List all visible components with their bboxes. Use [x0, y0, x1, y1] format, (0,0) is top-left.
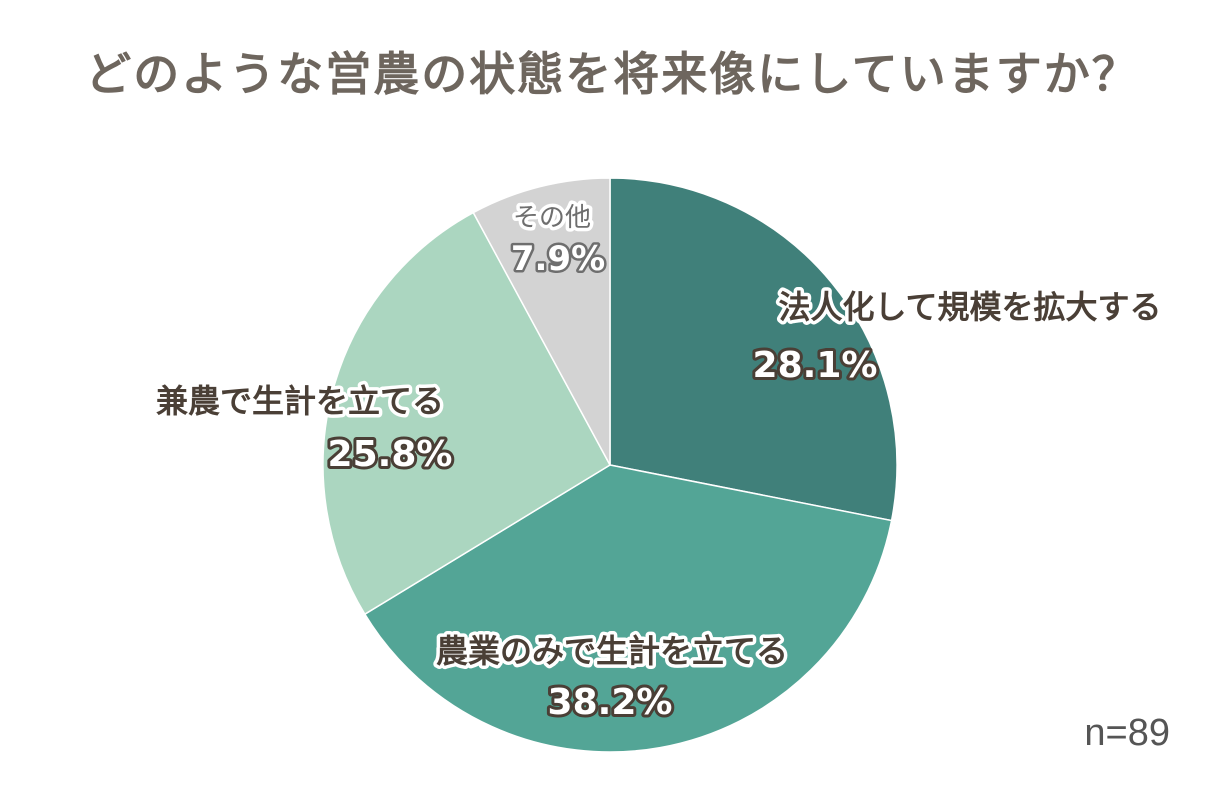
chart-title: どのような営農の状態を将来像にしていますか？ — [85, 47, 1140, 101]
slice-category-label-2: 農業のみで生計を立てる — [436, 632, 788, 670]
pie-slice-2 — [363, 464, 893, 753]
pie-slice-1 — [609, 177, 898, 522]
slice-value-label-1: 28.1% — [753, 345, 878, 386]
sample-size-note: n=89 — [1084, 712, 1170, 754]
pie-slice-3 — [322, 211, 611, 616]
slice-value-label-3: 25.8% — [328, 434, 453, 475]
slice-category-label-4: その他 — [513, 203, 591, 233]
slice-value-label-2: 38.2% — [548, 682, 673, 723]
slice-category-label-1: 法人化して規模を拡大する — [778, 288, 1161, 326]
pie-slice-4 — [472, 177, 611, 466]
slice-value-label-4: 7.9% — [511, 239, 605, 279]
slice-category-label-3: 兼農で生計を立てる — [156, 382, 444, 420]
